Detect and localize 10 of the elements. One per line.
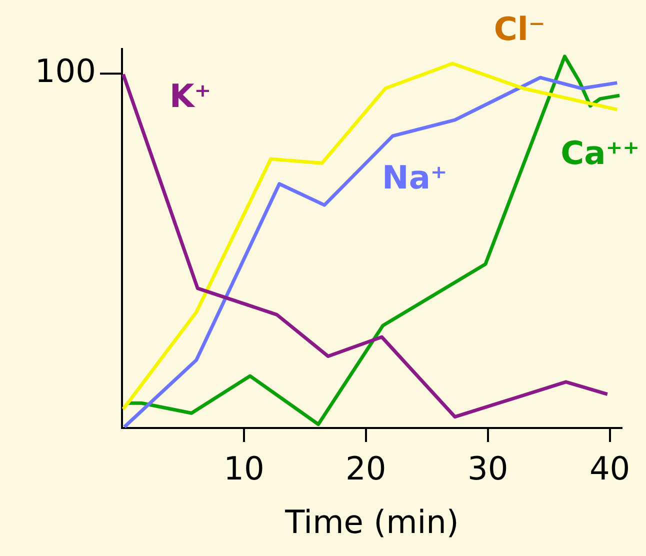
x-tick-label: 10 <box>224 450 264 488</box>
series-label: Cl⁻ <box>494 10 546 48</box>
text: 100 <box>34 52 96 90</box>
series-label: Na⁺ <box>382 158 448 196</box>
x-tick-label: 40 <box>589 450 630 488</box>
x-axis-title: Time (min) <box>284 503 459 542</box>
x-tick-label: 20 <box>346 450 386 488</box>
series-label: Ca⁺⁺ <box>560 134 640 172</box>
x-tick-label: 30 <box>467 450 508 488</box>
series-label: K⁺ <box>169 77 212 116</box>
